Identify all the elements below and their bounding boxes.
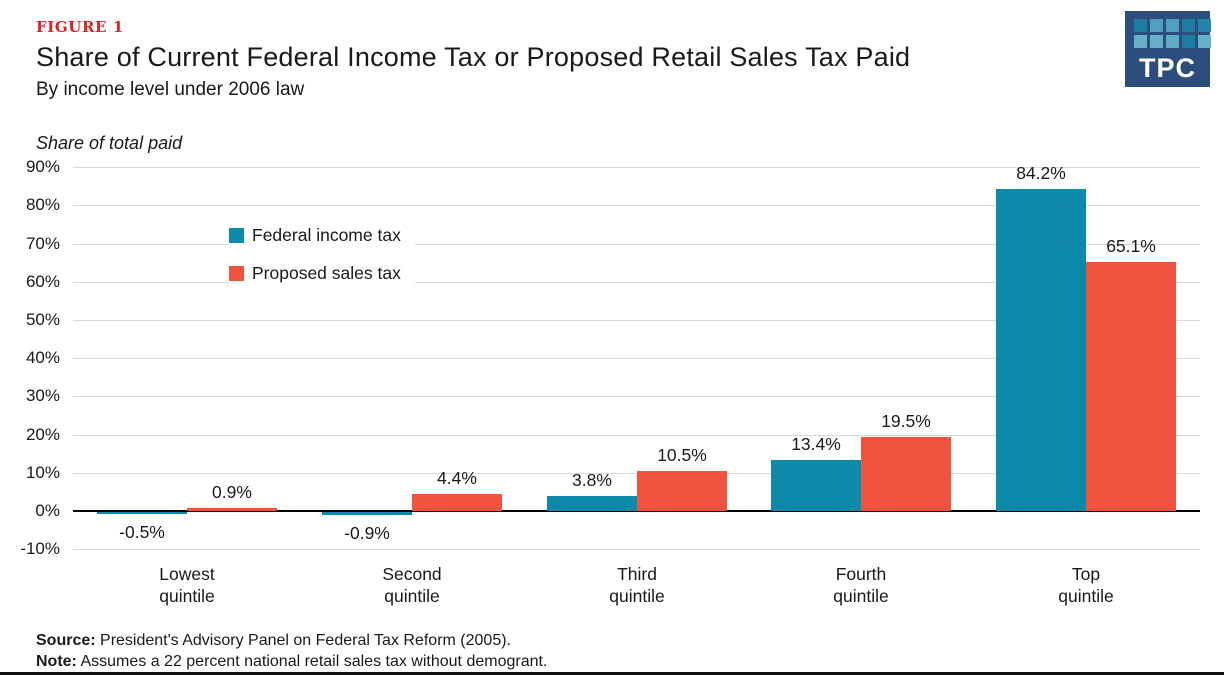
logo-square-icon — [1166, 35, 1179, 48]
value-label: 65.1% — [1106, 236, 1156, 257]
note-label: Note: — [36, 653, 77, 670]
bar-proposed-sales-tax — [1086, 262, 1176, 511]
category-label: Top quintile — [1001, 564, 1171, 607]
tpc-logo-text: TPC — [1139, 53, 1196, 83]
chart-title: Share of Current Federal Income Tax or P… — [36, 42, 911, 72]
value-label: 84.2% — [1016, 163, 1066, 184]
y-tick-label: 30% — [25, 386, 60, 406]
category-label-line: Third — [617, 564, 657, 584]
bar-federal-income-tax — [97, 512, 187, 514]
note-text: Assumes a 22 percent national retail sal… — [76, 653, 548, 670]
y-tick-label: 80% — [25, 195, 60, 215]
bar-proposed-sales-tax — [187, 507, 277, 511]
tpc-logo: TPC — [1125, 11, 1211, 87]
value-label: 0.9% — [212, 481, 252, 502]
logo-square-icon — [1150, 19, 1163, 32]
y-tick-label: 10% — [25, 462, 60, 482]
y-tick-label: 40% — [25, 348, 60, 368]
legend-label: Federal income tax — [252, 225, 401, 245]
category-label-line: Fourth — [835, 564, 887, 584]
gridline — [73, 472, 1200, 474]
gridline — [73, 243, 1200, 245]
value-label: -0.9% — [344, 523, 390, 544]
gridline — [73, 167, 1200, 169]
y-tick-label: 70% — [25, 233, 60, 253]
y-tick-label: -10% — [20, 539, 60, 559]
value-label: 13.4% — [791, 433, 841, 454]
legend-item: Federal income tax — [229, 222, 415, 248]
category-label: Third quintile — [552, 564, 722, 607]
y-tick-label: 90% — [25, 157, 60, 177]
bar-federal-income-tax — [996, 189, 1086, 511]
value-label: 4.4% — [437, 468, 477, 489]
y-tick-label: 50% — [25, 310, 60, 329]
bar-federal-income-tax — [771, 459, 861, 511]
logo-square-icon — [1166, 19, 1179, 32]
y-tick-label: 60% — [25, 271, 60, 291]
bar-proposed-sales-tax — [637, 470, 727, 511]
gridline — [73, 358, 1200, 360]
category-label-line: quintile — [384, 585, 440, 606]
bottom-border — [0, 672, 1224, 675]
logo-square-icon — [1134, 19, 1147, 32]
category-label-line: quintile — [833, 585, 889, 606]
logo-square-icon — [1198, 35, 1211, 48]
logo-square-icon — [1198, 19, 1211, 32]
chart-subtitle: By income level under 2006 law — [36, 79, 305, 100]
value-label: 10.5% — [657, 444, 707, 465]
value-label: -0.5% — [119, 521, 165, 542]
category-label: Second quintile — [327, 564, 497, 607]
source-label: Source: — [36, 632, 96, 649]
category-label: Lowest quintile — [102, 564, 272, 607]
source-line: Source: President's Advisory Panel on Fe… — [36, 631, 511, 651]
x-axis-line — [73, 510, 1200, 512]
category-label-line: quintile — [1058, 585, 1114, 606]
value-label: 3.8% — [572, 470, 612, 491]
figure-label: FIGURE 1 — [36, 18, 124, 36]
bar-proposed-sales-tax — [861, 436, 951, 511]
tpc-logo-grid-icon — [1134, 19, 1211, 48]
legend-swatch-icon — [229, 227, 244, 243]
gridline — [73, 205, 1200, 207]
gridline — [73, 281, 1200, 283]
gridline — [73, 434, 1200, 436]
category-label-line: Lowest — [159, 564, 215, 584]
bar-federal-income-tax — [322, 512, 412, 516]
logo-square-icon — [1134, 35, 1147, 48]
source-text: President's Advisory Panel on Federal Ta… — [95, 632, 511, 649]
gridline — [73, 320, 1200, 321]
category-label-line: quintile — [159, 585, 215, 606]
category-label: Fourth quintile — [776, 564, 946, 607]
gridline — [73, 549, 1200, 551]
legend-swatch-icon — [229, 265, 244, 281]
value-label: 19.5% — [881, 410, 931, 431]
y-tick-label: 20% — [25, 424, 60, 444]
bar-proposed-sales-tax — [412, 494, 502, 511]
y-tick-label: 0% — [35, 501, 60, 520]
legend-item: Proposed sales tax — [229, 260, 415, 286]
note-line: Note: Assumes a 22 percent national reta… — [36, 652, 547, 672]
legend-label: Proposed sales tax — [252, 263, 401, 283]
category-label-line: quintile — [609, 585, 665, 606]
category-label-line: Top — [1071, 564, 1101, 584]
y-axis-title: Share of total paid — [36, 133, 183, 153]
gridline — [73, 396, 1200, 398]
category-label-line: Second — [382, 564, 442, 584]
logo-square-icon — [1150, 35, 1163, 48]
bar-federal-income-tax — [547, 496, 637, 511]
logo-square-icon — [1182, 35, 1195, 48]
logo-square-icon — [1182, 19, 1195, 32]
